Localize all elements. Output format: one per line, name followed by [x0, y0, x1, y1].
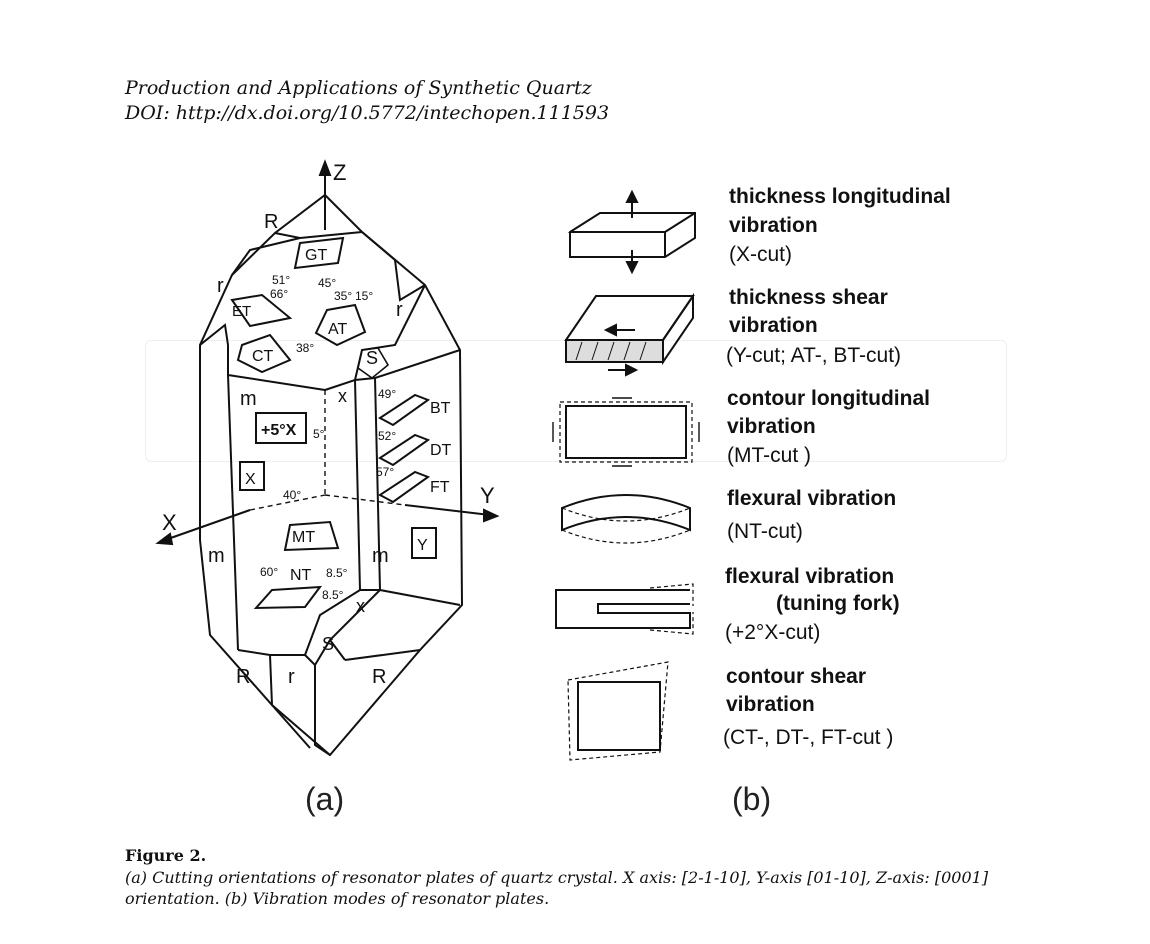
- face-x-top: x: [338, 386, 347, 406]
- cut-BT-label: BT: [430, 400, 451, 417]
- plate-ET: [230, 293, 293, 328]
- angle-66: 66°: [270, 287, 288, 301]
- cut-ET-label: ET: [232, 303, 251, 320]
- plate-NT: [253, 585, 323, 610]
- angle-57: 57°: [376, 465, 394, 479]
- mode-texts: thickness longitudinal vibration (X-cut)…: [723, 185, 951, 749]
- face-R-bottom-left: R: [236, 666, 250, 688]
- angle-labels: 51° 45° 66° 35° 15° 38° 5° 49° 52° 57° 4…: [260, 273, 396, 602]
- mode-2-cut: (Y-cut; AT-, BT-cut): [726, 344, 901, 367]
- cut-FT-label: FT: [430, 479, 450, 496]
- icon-tuning-fork: [555, 583, 694, 635]
- x-axis-label: X: [162, 510, 177, 535]
- plate-GT: [293, 236, 345, 270]
- angle-51: 51°: [272, 273, 290, 287]
- mode-5-title: flexural vibration: [725, 565, 894, 588]
- face-R-bottom-right: R: [372, 666, 386, 688]
- plate-AT: [314, 303, 367, 347]
- cut-MT-label: MT: [292, 529, 315, 546]
- mode-4-cut: (NT-cut): [727, 520, 803, 543]
- face-r-right: r: [396, 299, 403, 321]
- mode-5-subtitle: (tuning fork): [776, 592, 900, 615]
- cut-labels: GT ET AT CT +5°X X BT DT FT MT NT Y: [232, 247, 452, 584]
- face-R-top: R: [264, 211, 278, 233]
- angle-15: 15°: [355, 289, 373, 303]
- z-axis-label: Z: [333, 160, 346, 185]
- face-x-bottom: x: [356, 596, 365, 616]
- cut-AT-label: AT: [328, 321, 347, 338]
- cut-Y-label: Y: [417, 537, 428, 554]
- plate-X: [239, 461, 265, 491]
- mode-1-cut: (X-cut): [729, 243, 792, 266]
- crystal-axes: [155, 159, 500, 546]
- cut-CT-label: CT: [252, 348, 274, 365]
- caption-title: Figure 2.: [125, 846, 207, 865]
- running-header: Production and Applications of Synthetic…: [125, 76, 609, 126]
- angle-38: 38°: [296, 341, 314, 355]
- face-m-upper: m: [240, 388, 257, 410]
- mode-1-subtitle: vibration: [729, 214, 818, 237]
- y-axis-label: Y: [480, 483, 495, 508]
- mode-4-title: flexural vibration: [727, 487, 896, 510]
- doi-line: DOI: http://dx.doi.org/10.5772/intechope…: [125, 102, 610, 124]
- icon-contour-longitudinal: [552, 397, 700, 467]
- cut-NT-label: NT: [290, 567, 312, 584]
- book-title: Production and Applications of Synthetic…: [125, 77, 592, 99]
- face-S-bottom: S: [322, 634, 334, 654]
- mode-5-cut: (+2°X-cut): [725, 621, 820, 644]
- mode-3-title: contour longitudinal: [727, 387, 930, 410]
- mode-6-subtitle: vibration: [726, 693, 815, 716]
- angle-40: 40°: [283, 488, 301, 502]
- plate-BT: [378, 393, 431, 427]
- angle-8-5-upper: 8.5°: [326, 566, 348, 580]
- panel-a-label: (a): [305, 781, 344, 817]
- plate-DT: [378, 433, 431, 467]
- angle-49: 49°: [378, 387, 396, 401]
- angle-45: 45°: [318, 276, 336, 290]
- cut-X5-label: +5°X: [261, 422, 297, 439]
- face-r-left: r: [217, 275, 224, 297]
- face-m-right: m: [372, 545, 389, 567]
- crystal-outline: [199, 193, 464, 757]
- icon-contour-shear: [567, 661, 669, 761]
- mode-2-title: thickness shear: [729, 286, 888, 309]
- face-S-top: S: [366, 348, 378, 368]
- plate-X5: [255, 412, 307, 444]
- cut-X-label: X: [245, 471, 256, 488]
- icon-thickness-longitudinal: [567, 189, 698, 275]
- angle-35: 35°: [334, 289, 352, 303]
- angle-8-5-lower: 8.5°: [322, 588, 344, 602]
- plate-MT: [283, 520, 340, 552]
- face-labels: R r r S x m m m x S R r R: [208, 211, 403, 688]
- mode-2-subtitle: vibration: [729, 314, 818, 337]
- panel-b-label: (b): [732, 781, 771, 817]
- face-r-bottom: r: [288, 666, 295, 688]
- cut-plates: [230, 236, 437, 610]
- angle-60: 60°: [260, 565, 278, 579]
- plate-FT: [378, 470, 431, 504]
- figure-caption: Figure 2. (a) Cutting orientations of re…: [125, 845, 1025, 909]
- cut-GT-label: GT: [305, 247, 327, 264]
- angle-52: 52°: [378, 429, 396, 443]
- plate-CT: [236, 333, 292, 374]
- crystal-drawing: [199, 193, 464, 757]
- face-m-left: m: [208, 545, 225, 567]
- angle-5: 5°: [313, 427, 325, 441]
- mode-icons: [552, 189, 700, 761]
- cut-DT-label: DT: [430, 442, 452, 459]
- icon-flexural: [561, 494, 691, 544]
- caption-text: (a) Cutting orientations of resonator pl…: [125, 868, 989, 908]
- mode-6-cut: (CT-, DT-, FT-cut ): [723, 726, 893, 749]
- mode-1-title: thickness longitudinal: [729, 185, 951, 208]
- mode-3-subtitle: vibration: [727, 415, 816, 438]
- mode-3-cut: (MT-cut ): [727, 444, 811, 467]
- plate-Y: [411, 527, 437, 559]
- icon-thickness-shear: [564, 292, 695, 377]
- mode-6-title: contour shear: [726, 665, 866, 688]
